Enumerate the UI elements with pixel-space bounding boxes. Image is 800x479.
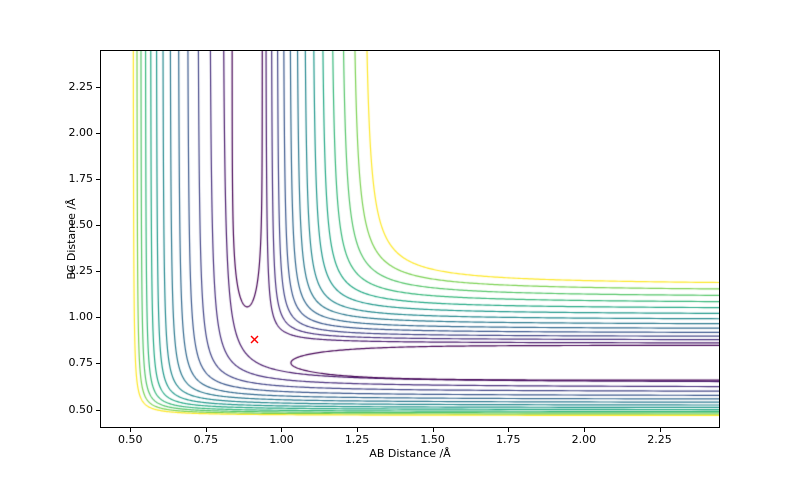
x-tick-label: 0.75 — [193, 433, 219, 446]
x-tick-label: 1.75 — [496, 433, 521, 446]
x-tick-label: 1.50 — [420, 433, 445, 446]
y-tick-mark — [96, 132, 100, 134]
plot-area — [100, 50, 720, 428]
x-tick-label: 2.00 — [571, 433, 597, 446]
x-tick-mark — [281, 428, 283, 432]
x-tick-label: 2.25 — [647, 433, 672, 446]
x-tick-label: 1.00 — [269, 433, 294, 446]
y-tick-label: 0.50 — [68, 402, 94, 416]
y-tick-label: 2.00 — [68, 125, 94, 139]
x-tick-mark — [583, 428, 585, 432]
y-tick-label: 1.00 — [68, 310, 94, 324]
y-tick-label: 1.25 — [68, 264, 94, 278]
contour-canvas — [101, 51, 719, 427]
x-tick-mark — [508, 428, 510, 432]
y-tick-label: 1.50 — [68, 218, 94, 232]
x-tick-mark — [357, 428, 359, 432]
y-tick-mark — [96, 179, 100, 181]
x-tick-mark — [432, 428, 434, 432]
x-tick-label: 0.50 — [117, 433, 143, 446]
x-tick-label: 1.25 — [344, 433, 370, 446]
y-tick-mark — [96, 363, 100, 365]
x-tick-mark — [659, 428, 661, 432]
x-tick-mark — [205, 428, 207, 432]
y-tick-mark — [96, 317, 100, 319]
y-axis-label: BC Distance /Å — [65, 198, 78, 280]
y-tick-label: 2.25 — [68, 79, 94, 93]
y-tick-label: 0.75 — [68, 356, 94, 370]
y-tick-mark — [96, 225, 100, 227]
y-tick-mark — [96, 271, 100, 273]
y-tick-mark — [96, 409, 100, 411]
x-axis-label: AB Distance /Å — [369, 447, 451, 460]
x-tick-mark — [130, 428, 132, 432]
y-tick-mark — [96, 86, 100, 88]
y-tick-label: 1.75 — [68, 172, 94, 186]
